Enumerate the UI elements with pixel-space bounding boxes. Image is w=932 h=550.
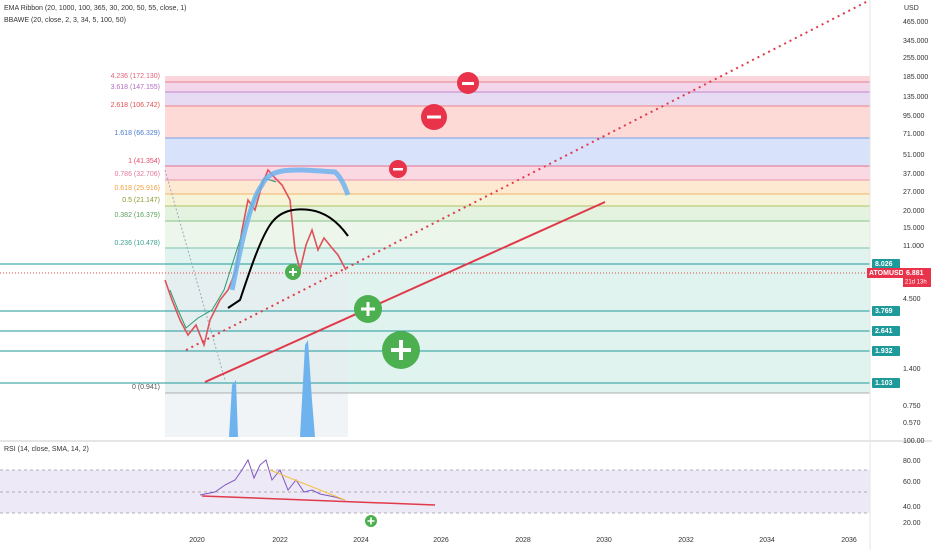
fib-label: 0.236 (10.478) (114, 240, 160, 247)
rsi-title: RSI (14, close, SMA, 14, 2) (4, 446, 89, 453)
rsi-sma (269, 469, 346, 501)
level-label: 3.769 (875, 308, 893, 315)
horizontal-levels (0, 263, 870, 384)
price-axis-label: 95.000 (903, 113, 925, 120)
dotted-trend-line (185, 0, 871, 351)
time-axis-label: 2030 (596, 537, 612, 544)
symbol: ATOMUSD (869, 270, 904, 277)
price-axis-label: 11.000 (903, 243, 924, 250)
trend-line (204, 201, 606, 383)
price-axis-label: 185.000 (903, 74, 928, 81)
level-label: 1.103 (875, 380, 893, 387)
price-axis-label: 255.000 (903, 55, 928, 62)
price-tag (903, 268, 931, 287)
price-axis-label: 100.00 (903, 438, 925, 445)
ema-ribbon (229, 167, 351, 291)
level-tag (872, 306, 900, 316)
time-axis-label: 2032 (678, 537, 694, 544)
fib-anchor (164, 169, 226, 381)
time-axis-label: 2026 (433, 537, 449, 544)
current-price: 6.881 (906, 270, 924, 277)
level-tag (872, 326, 900, 336)
time-axis-label: 2028 (515, 537, 531, 544)
countdown: 21d 13h (905, 280, 927, 286)
price-axis-label: 15.000 (903, 225, 925, 232)
level-tag (872, 378, 900, 388)
rsi-trend (201, 495, 436, 506)
symbol-tag (867, 268, 903, 278)
price-axis-label: 345.000 (903, 38, 928, 45)
level-tag (872, 259, 900, 269)
ema-line (227, 208, 349, 309)
price-axis-label: 0.750 (903, 403, 921, 410)
time-axis-label: 2034 (759, 537, 775, 544)
currency: USD (904, 5, 919, 12)
fib-label: 0.618 (25.916) (114, 185, 160, 192)
rsi-axis-label: 20.00 (903, 520, 921, 527)
price-axis-label: 37.000 (903, 171, 925, 178)
rsi-axis-label: 60.00 (903, 479, 921, 486)
level-label: 2.641 (875, 328, 893, 335)
fib-label: 2.618 (106.742) (111, 102, 160, 109)
fib-label: 0.5 (21.147) (122, 197, 160, 204)
level-label: 8.026 (875, 261, 893, 268)
bbawe-histogram (229, 340, 315, 437)
fib-label: 0 (0.941) (132, 384, 160, 391)
price-axis-label: 465.000 (903, 19, 928, 26)
time-axis-label: 2024 (353, 537, 369, 544)
price-axis-label: 20.000 (903, 208, 925, 215)
price-axis-label: 1.400 (903, 366, 921, 373)
texts: EMA Ribbon (20, 1000, 100, 365, 30, 200,… (4, 5, 919, 453)
price-axis-label: 71.000 (903, 131, 925, 138)
indicator-label: BBAWE (20, close, 2, 3, 34, 5, 100, 50) (4, 17, 126, 24)
price-axis-label: 27.000 (903, 189, 925, 196)
indicator-label: EMA Ribbon (20, 1000, 100, 365, 30, 200,… (4, 5, 187, 12)
rsi-band (0, 470, 870, 513)
price-axis-label: 135.000 (903, 94, 928, 101)
fib-label: 1.618 (66.329) (114, 130, 160, 137)
fib-label: 1 (41.354) (128, 158, 160, 165)
rsi-axis-label: 80.00 (903, 458, 921, 465)
rsi-line (199, 458, 346, 501)
fib-label: 4.236 (172.130) (111, 73, 160, 80)
price-axis-label: 51.000 (903, 152, 925, 159)
price-axis-label: 0.570 (903, 420, 921, 427)
rsi-axis-label: 40.00 (903, 504, 921, 511)
fib-label: 0.786 (32.706) (114, 171, 160, 178)
price-axis-label: 4.500 (903, 296, 921, 303)
fib-label: 0.382 (16.379) (114, 212, 160, 219)
time-axis-label: 2022 (272, 537, 288, 544)
time-axis-label: 2036 (841, 537, 857, 544)
signal-icons (285, 72, 479, 527)
level-label: 1.932 (875, 348, 893, 355)
level-tag (872, 346, 900, 356)
fib-label: 3.618 (147.155) (111, 84, 160, 91)
time-axis-label: 2020 (189, 537, 205, 544)
rsi-bounds (0, 469, 870, 514)
